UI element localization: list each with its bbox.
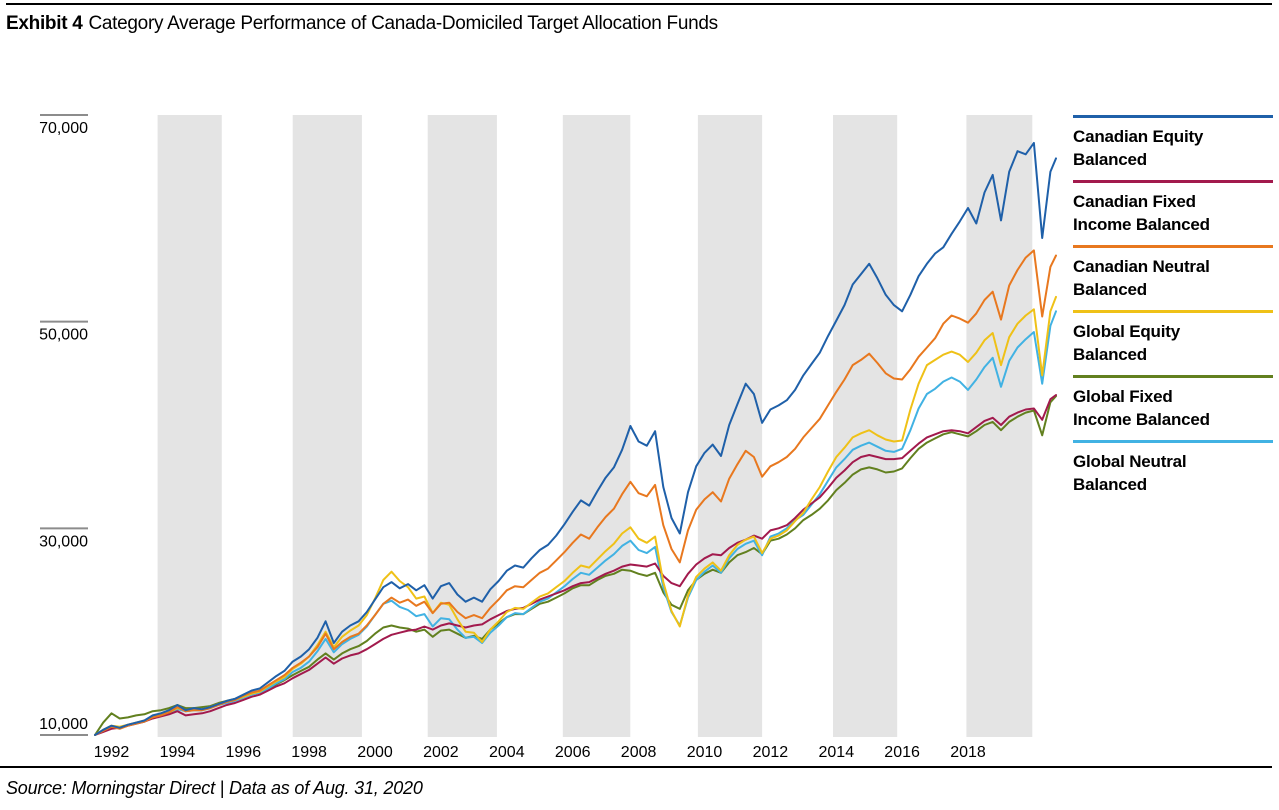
x-axis-label: 1996 (226, 744, 262, 761)
page-title: Exhibit 4 Category Average Performance of… (6, 13, 718, 35)
x-axis-label: 2004 (489, 744, 525, 761)
legend-label: Global Fixed Income Balanced (1073, 387, 1210, 429)
x-axis-label: 2016 (884, 744, 920, 761)
x-axis-label: 2008 (621, 744, 657, 761)
color-swatch (1073, 310, 1273, 313)
background-band (697, 115, 763, 737)
series-line-canadian-fixed-income-balanced (94, 394, 1057, 736)
x-axis-label: 2010 (687, 744, 723, 761)
x-axis-label: 2012 (753, 744, 789, 761)
x-axis-label: 2014 (819, 744, 855, 761)
legend-item-global-fixed-income-balanced: Global Fixed Income Balanced (1073, 375, 1273, 431)
legend-label: Global Neutral Balanced (1073, 452, 1187, 494)
background-band (292, 115, 362, 737)
background-band (427, 115, 497, 737)
x-axis-label: 2018 (950, 744, 986, 761)
legend-item-canadian-fixed-income-balanced: Canadian Fixed Income Balanced (1073, 180, 1273, 236)
source-text: Source: Morningstar Direct | Data as of … (6, 778, 423, 798)
legend-label: Canadian Neutral Balanced (1073, 257, 1210, 299)
series-line-canadian-equity-balanced (94, 141, 1057, 736)
y-axis-label: 30,000 (39, 533, 88, 550)
legend-item-global-equity-balanced: Global Equity Balanced (1073, 310, 1273, 366)
legend-label: Global Equity Balanced (1073, 322, 1180, 364)
x-axis-label: 1994 (160, 744, 196, 761)
top-divider (6, 3, 1272, 5)
exhibit-title-text: Category Average Performance of Canada-D… (88, 13, 718, 34)
background-band (562, 115, 631, 737)
legend-item-canadian-equity-balanced: Canadian Equity Balanced (1073, 115, 1273, 171)
series-line-global-equity-balanced (94, 295, 1057, 736)
y-axis-label: 10,000 (39, 716, 88, 733)
legend-item-canadian-neutral-balanced: Canadian Neutral Balanced (1073, 245, 1273, 301)
x-axis-label: 1992 (94, 744, 130, 761)
legend-item-global-neutral-balanced: Global Neutral Balanced (1073, 440, 1273, 496)
y-axis-label: 50,000 (39, 327, 88, 344)
y-axis-label: 70,000 (39, 120, 88, 137)
color-swatch (1073, 180, 1273, 183)
background-band (833, 115, 898, 737)
x-axis-label: 2002 (423, 744, 459, 761)
color-swatch (1073, 440, 1273, 443)
series-line-canadian-neutral-balanced (94, 249, 1057, 736)
exhibit-label: Exhibit 4 (6, 13, 83, 34)
legend-label: Canadian Equity Balanced (1073, 127, 1204, 169)
color-swatch (1073, 115, 1273, 118)
x-axis-label: 1998 (291, 744, 327, 761)
chart-legend: Canadian Equity Balanced Canadian Fixed In… (1073, 115, 1273, 505)
x-axis-label: 2006 (555, 744, 591, 761)
legend-label: Canadian Fixed Income Balanced (1073, 192, 1210, 234)
background-band (157, 115, 222, 737)
color-swatch (1073, 245, 1273, 248)
bottom-divider (0, 766, 1272, 768)
x-axis-label: 2000 (357, 744, 393, 761)
color-swatch (1073, 375, 1273, 378)
